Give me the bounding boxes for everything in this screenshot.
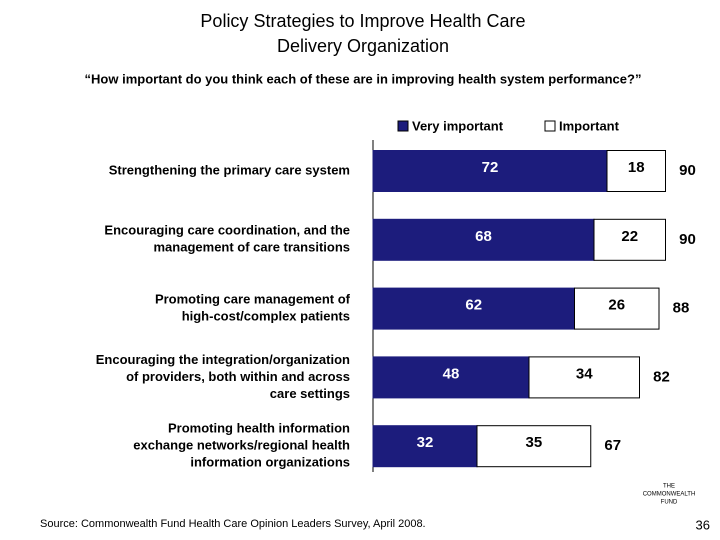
- page-number: 36: [696, 517, 710, 532]
- category-label: Encouraging the integration/organization: [96, 352, 350, 367]
- value-label: 34: [576, 365, 593, 382]
- value-label: 35: [526, 434, 543, 451]
- chart-title: Policy Strategies to Improve Health Care: [200, 11, 525, 31]
- value-label: 68: [475, 228, 492, 245]
- bar-segment: [593, 218, 666, 261]
- source-note: Source: Commonwealth Fund Health Care Op…: [40, 518, 426, 530]
- logo-text: COMMONWEALTH: [643, 492, 696, 498]
- chart-title: Delivery Organization: [277, 36, 449, 56]
- category-label: Strengthening the primary care system: [109, 162, 350, 177]
- legend-swatch: [544, 120, 556, 132]
- bar-segment: [372, 150, 608, 192]
- bar-segment: [528, 356, 640, 399]
- category-label: of providers, both within and across: [126, 369, 350, 384]
- legend-swatch: [397, 120, 409, 132]
- legend-label: Very important: [412, 118, 504, 133]
- total-label: 88: [673, 300, 690, 317]
- category-label: care settings: [270, 386, 350, 401]
- bar-segment: [574, 287, 660, 330]
- total-label: 90: [679, 162, 696, 179]
- category-label: Promoting health information: [168, 421, 350, 436]
- bar-segment: [372, 287, 575, 330]
- category-label: exchange networks/regional health: [133, 438, 350, 453]
- value-label: 32: [417, 434, 434, 451]
- category-label: information organizations: [190, 455, 350, 470]
- category-label: high-cost/complex patients: [182, 309, 350, 324]
- value-label: 18: [628, 159, 645, 176]
- category-label: Encouraging care coordination, and the: [104, 223, 350, 238]
- total-label: 90: [679, 231, 696, 248]
- bar-segment: [606, 150, 666, 192]
- legend-label: Important: [559, 118, 620, 133]
- logo-text: FUND: [661, 500, 678, 506]
- total-label: 67: [604, 437, 621, 454]
- bar-segment: [476, 425, 592, 468]
- category-label: management of care transitions: [154, 240, 351, 255]
- category-label: Promoting care management of: [155, 292, 351, 307]
- value-label: 72: [482, 159, 499, 176]
- value-label: 26: [608, 297, 625, 314]
- value-label: 62: [465, 297, 482, 314]
- bar-segment: [372, 218, 595, 261]
- value-label: 48: [443, 365, 460, 382]
- logo-text: THE: [663, 484, 675, 490]
- bar-segment: [372, 425, 478, 468]
- value-label: 22: [621, 228, 638, 245]
- chart-subtitle: “How important do you think each of thes…: [85, 71, 642, 86]
- total-label: 82: [653, 368, 670, 385]
